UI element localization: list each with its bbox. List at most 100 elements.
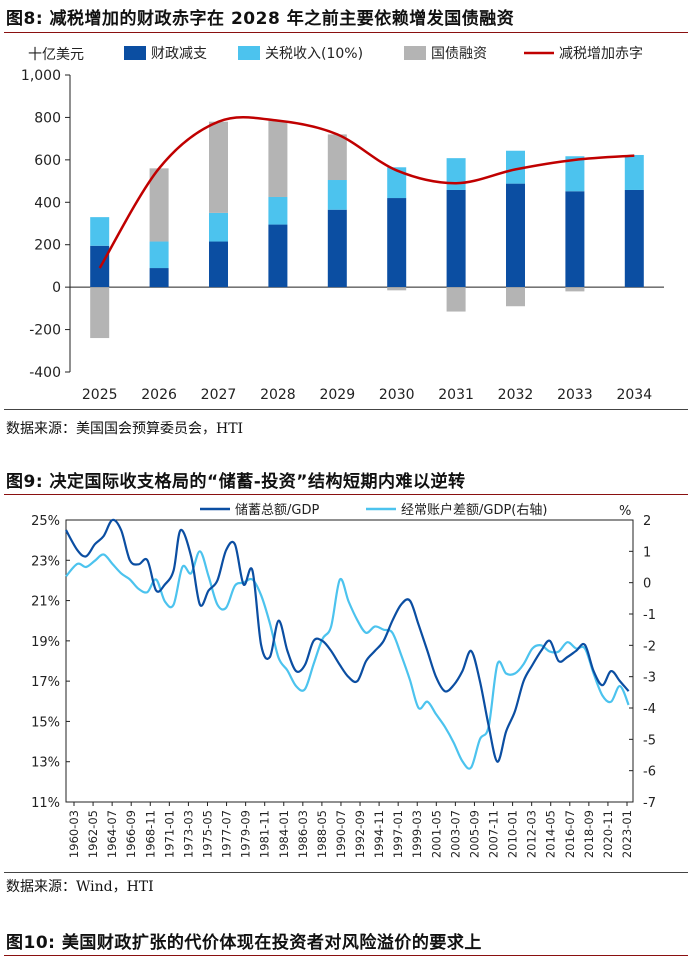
figure-8-source-rule — [4, 409, 688, 410]
bar-treasury-2033 — [565, 287, 585, 292]
left-tick-label: 23% — [31, 554, 60, 569]
y-tick-label: 600 — [34, 153, 61, 169]
right-tick-label: 0 — [643, 577, 651, 592]
deficit-line — [98, 116, 635, 269]
x-tick-label: 1971-01 — [162, 810, 176, 858]
right-tick-label: -6 — [643, 765, 656, 780]
savings-line — [65, 518, 630, 763]
x-tick-label-2026: 2026 — [141, 387, 177, 403]
current-account-line — [65, 550, 630, 770]
y-tick-label: -200 — [29, 323, 61, 339]
legend-label-0: 储蓄总额/GDP — [235, 503, 319, 518]
x-tick-label: 2016-07 — [563, 810, 577, 858]
bar-tariff-2025 — [90, 217, 110, 246]
x-tick-label-2028: 2028 — [260, 387, 296, 403]
x-tick-label: 1977-07 — [220, 810, 234, 858]
y-tick-label: -400 — [29, 365, 61, 381]
figure-8-title: 图8: 减税增加的财政赤字在 2028 年之前主要依赖增发国债融资 — [6, 9, 515, 29]
left-tick-label: 25% — [31, 514, 60, 529]
y-tick-label: 1,000 — [21, 68, 61, 84]
figure-8-source: 数据来源：美国国会预算委员会，HTI — [6, 421, 244, 437]
bar-tariff-2027 — [209, 212, 228, 242]
legend-label-0: 财政减支 — [151, 46, 207, 62]
x-tick-label: 1994-11 — [372, 810, 386, 858]
right-tick-label: -4 — [643, 702, 656, 717]
figure-10-title-rule — [4, 955, 688, 956]
x-tick-label: 2012-03 — [525, 810, 539, 858]
x-tick-label: 2020-11 — [601, 810, 615, 858]
bar-tariff-2032 — [506, 150, 525, 184]
figure-9-chart: 11%13%15%17%19%21%23%25%-7-6-5-4-3-2-101… — [31, 502, 656, 858]
right-tick-label: 2 — [643, 514, 651, 529]
bar-tariff-2028 — [268, 196, 288, 225]
y-tick-label: 400 — [34, 195, 61, 211]
x-tick-label-2029: 2029 — [319, 387, 355, 403]
legend-label-3: 减税增加赤字 — [559, 46, 643, 62]
x-tick-label: 1968-11 — [143, 810, 157, 858]
unit-label: 十亿美元 — [28, 47, 84, 63]
figure-8-title-rule — [4, 32, 688, 33]
x-tick-label: 1997-01 — [391, 810, 405, 858]
right-tick-label: -5 — [643, 733, 656, 748]
x-tick-label: 1988-05 — [315, 810, 329, 858]
x-tick-label: 1981-11 — [258, 810, 272, 858]
bar-fiscal-cut-2028 — [268, 224, 288, 288]
bar-treasury-2030 — [387, 287, 407, 291]
bar-fiscal-cut-2029 — [327, 209, 347, 288]
x-tick-label: 1999-03 — [410, 810, 424, 858]
x-tick-label: 1990-07 — [334, 810, 348, 858]
bar-fiscal-cut-2030 — [387, 198, 407, 288]
x-tick-label: 2014-05 — [544, 810, 558, 858]
x-tick-label: 2005-09 — [467, 810, 481, 858]
bar-treasury-2031 — [446, 287, 466, 312]
bar-fiscal-cut-2027 — [209, 241, 228, 288]
legend-swatch-0 — [124, 46, 146, 60]
right-tick-label: -2 — [643, 639, 656, 654]
x-tick-label-2032: 2032 — [498, 387, 534, 403]
bar-treasury-2028 — [268, 120, 288, 197]
bar-tariff-2030 — [387, 167, 407, 199]
x-tick-label: 1964-07 — [105, 810, 119, 858]
legend-swatch-1 — [238, 46, 260, 60]
right-tick-label: -1 — [643, 608, 656, 623]
x-tick-label: 2003-07 — [448, 810, 462, 858]
left-tick-label: 17% — [31, 675, 60, 690]
legend-label-1: 关税收入(10%) — [265, 46, 363, 62]
x-tick-label-2034: 2034 — [616, 387, 652, 403]
bar-fiscal-cut-2034 — [624, 189, 644, 288]
left-tick-label: 11% — [31, 796, 60, 811]
bar-tariff-2029 — [327, 180, 347, 210]
bar-fiscal-cut-2032 — [506, 183, 525, 288]
x-tick-label-2030: 2030 — [379, 387, 415, 403]
figure-9-source: 数据来源：Wind，HTI — [6, 879, 154, 895]
x-tick-label-2027: 2027 — [201, 387, 237, 403]
bar-fiscal-cut-2031 — [446, 189, 466, 288]
plot-frame — [65, 519, 634, 803]
left-tick-label: 15% — [31, 715, 60, 730]
figure-9-title-rule — [4, 494, 688, 495]
x-tick-label: 1973-03 — [181, 810, 195, 858]
x-tick-label: 2023-01 — [620, 810, 634, 858]
x-tick-label-2033: 2033 — [557, 387, 593, 403]
x-tick-label-2025: 2025 — [82, 387, 118, 403]
bar-treasury-2026 — [149, 168, 169, 242]
y-tick-label: 200 — [34, 238, 61, 254]
figure-10-title: 图10: 美国财政扩张的代价体现在投资者对风险溢价的要求上 — [6, 933, 482, 953]
bar-treasury-2032 — [506, 287, 525, 307]
x-tick-label: 2007-11 — [487, 810, 501, 858]
bar-treasury-2025 — [90, 287, 110, 339]
right-axis-unit: % — [619, 504, 631, 519]
x-tick-label: 1960-03 — [67, 810, 81, 858]
x-tick-label: 1986-03 — [296, 810, 310, 858]
x-tick-label: 2018-09 — [582, 810, 596, 858]
x-tick-label: 1962-05 — [86, 810, 100, 858]
legend-swatch-2 — [404, 46, 426, 60]
left-tick-label: 19% — [31, 635, 60, 650]
bar-fiscal-cut-2033 — [565, 191, 585, 288]
figure-9-source-rule — [4, 872, 688, 873]
bar-treasury-2029 — [327, 134, 347, 181]
figure-8-chart: 十亿美元 -400 -200 0 200 400 600 800 1,000 2025 2026 20… — [21, 46, 664, 403]
x-tick-label-2031: 2031 — [438, 387, 474, 403]
legend-label-1: 经常账户差额/GDP(右轴) — [401, 502, 547, 518]
right-tick-label: 1 — [643, 545, 651, 560]
